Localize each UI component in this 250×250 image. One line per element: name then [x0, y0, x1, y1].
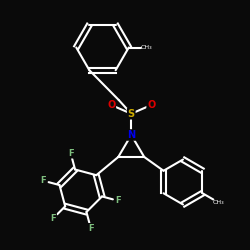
Text: O: O — [107, 100, 116, 110]
Text: F: F — [40, 176, 46, 185]
Text: CH₃: CH₃ — [213, 200, 224, 205]
Text: S: S — [128, 109, 135, 119]
Text: F: F — [50, 214, 56, 223]
Text: N: N — [127, 130, 135, 140]
Text: F: F — [88, 224, 94, 233]
Text: F: F — [68, 149, 73, 158]
Text: CH₃: CH₃ — [141, 45, 152, 50]
Text: F: F — [115, 196, 121, 205]
Text: O: O — [147, 100, 156, 110]
